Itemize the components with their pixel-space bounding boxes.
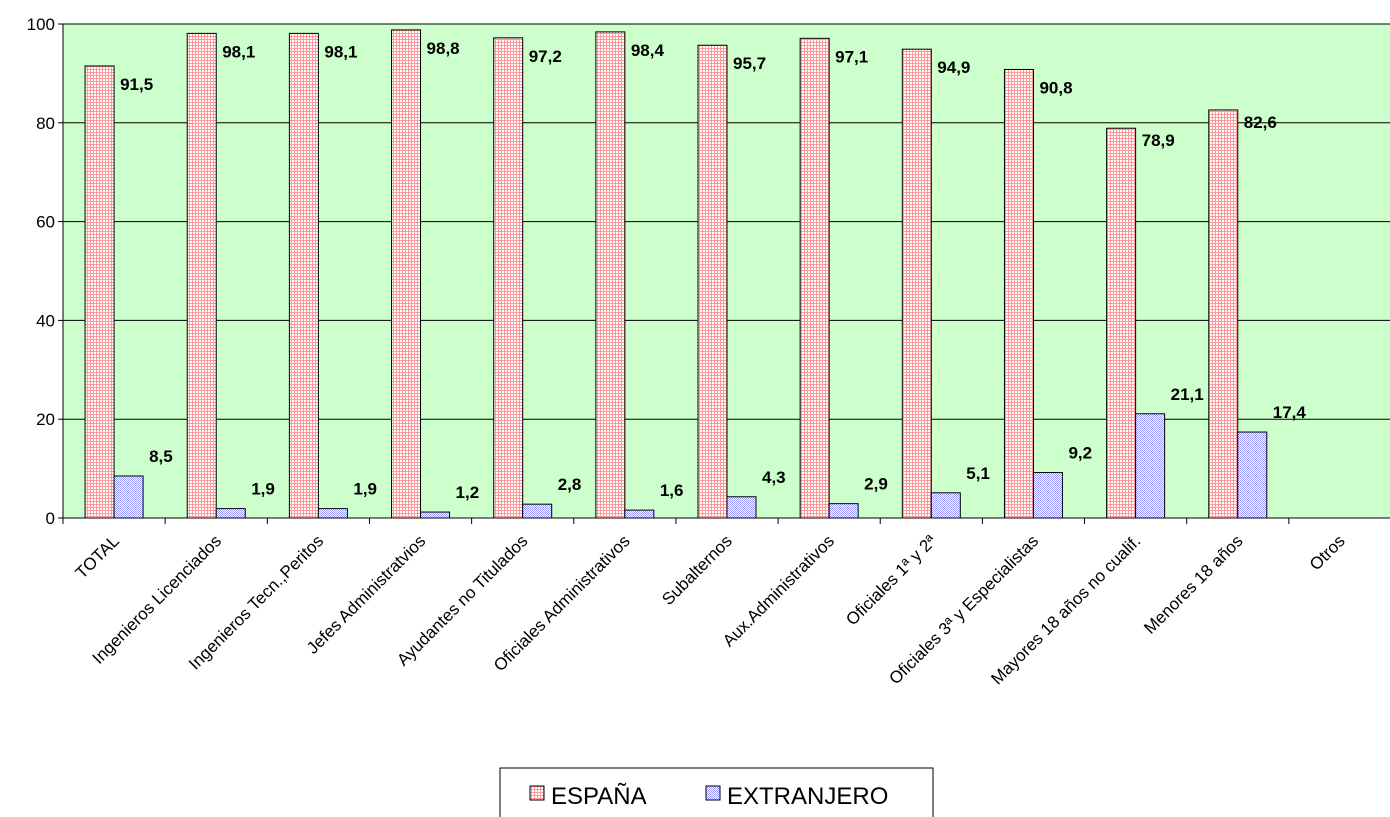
y-tick-label: 60	[36, 213, 55, 232]
bar-extranjero	[420, 511, 451, 519]
bar-extranjero	[1032, 472, 1063, 519]
bar-espana	[186, 32, 217, 519]
x-tick-label: Subalternos	[658, 531, 736, 609]
data-label-espana: 91,5	[120, 75, 153, 94]
bar-espana	[697, 44, 728, 519]
bar-extranjero	[930, 492, 961, 519]
data-label-espana: 98,1	[324, 42, 357, 61]
x-tick-label: Aux.Administrativos	[719, 531, 838, 650]
data-label-extranjero: 17,4	[1273, 403, 1307, 422]
y-tick-label: 100	[27, 15, 55, 34]
bar-extranjero	[1237, 431, 1268, 519]
data-label-extranjero: 4,3	[762, 468, 786, 487]
bar-extranjero	[624, 509, 655, 519]
data-label-espana: 90,8	[1039, 78, 1072, 97]
data-label-espana: 97,2	[529, 47, 562, 66]
bar-espana	[595, 31, 626, 519]
bar-espana	[391, 29, 422, 519]
bar-extranjero	[215, 508, 246, 519]
legend-label-extranjero: EXTRANJERO	[727, 783, 888, 810]
data-label-extranjero: 9,2	[1068, 444, 1092, 463]
x-tick-label: Otros	[1306, 531, 1349, 574]
bar-extranjero	[113, 475, 144, 519]
legend-swatch-extranjero	[705, 785, 721, 801]
y-tick-labels: 0 20 40 60 80 100	[27, 15, 55, 528]
bar-extranjero	[522, 503, 553, 519]
y-tick-label: 80	[36, 114, 55, 133]
data-label-extranjero: 2,9	[864, 475, 888, 494]
legend-label-espana: ESPAÑA	[551, 783, 647, 810]
bar-espana	[901, 48, 932, 519]
bar-espana	[84, 65, 115, 519]
data-label-espana: 95,7	[733, 54, 766, 73]
data-label-extranjero: 2,8	[558, 475, 582, 494]
x-tick-label: Oficiales 1ª y 2ª	[842, 531, 940, 629]
data-label-extranjero: 1,2	[456, 483, 480, 502]
x-tick-label: TOTAL	[72, 531, 123, 582]
legend: ESPAÑA EXTRANJERO	[499, 767, 934, 817]
data-label-espana: 98,1	[222, 42, 255, 61]
bars	[84, 29, 1268, 519]
data-label-extranjero: 1,9	[251, 480, 275, 499]
data-label-espana: 94,9	[937, 58, 970, 77]
data-label-espana: 98,8	[427, 39, 460, 58]
legend-swatch-espana	[529, 785, 545, 801]
data-label-extranjero: 1,9	[353, 480, 377, 499]
bar-espana	[1106, 127, 1137, 519]
bar-espana	[799, 37, 830, 519]
data-label-extranjero: 8,5	[149, 447, 173, 466]
data-labels: 91,5 8,5 98,1 1,9 98,1 1,9 98,8 1,2 97,2 2,8 98,4 1…	[120, 39, 1306, 502]
bar-extranjero	[1135, 413, 1166, 519]
y-tick-label: 0	[46, 509, 55, 528]
data-label-espana: 97,1	[835, 47, 868, 66]
bar-espana	[1003, 68, 1034, 519]
data-label-espana: 78,9	[1142, 131, 1175, 150]
data-label-extranjero: 1,6	[660, 481, 684, 500]
bar-extranjero	[828, 503, 859, 519]
bar-extranjero	[317, 508, 348, 519]
data-label-espana: 98,4	[631, 41, 665, 60]
data-label-extranjero: 21,1	[1171, 385, 1204, 404]
x-tick-label: Menores 18 años	[1140, 531, 1246, 637]
y-tick-label: 20	[36, 410, 55, 429]
axes	[58, 23, 1390, 524]
data-label-extranjero: 5,1	[966, 464, 990, 483]
y-tick-label: 40	[36, 311, 55, 330]
bar-extranjero	[726, 496, 757, 519]
data-label-espana: 82,6	[1244, 113, 1277, 132]
bar-espana	[1208, 109, 1239, 519]
bar-espana	[493, 37, 524, 519]
bar-espana	[288, 32, 319, 519]
